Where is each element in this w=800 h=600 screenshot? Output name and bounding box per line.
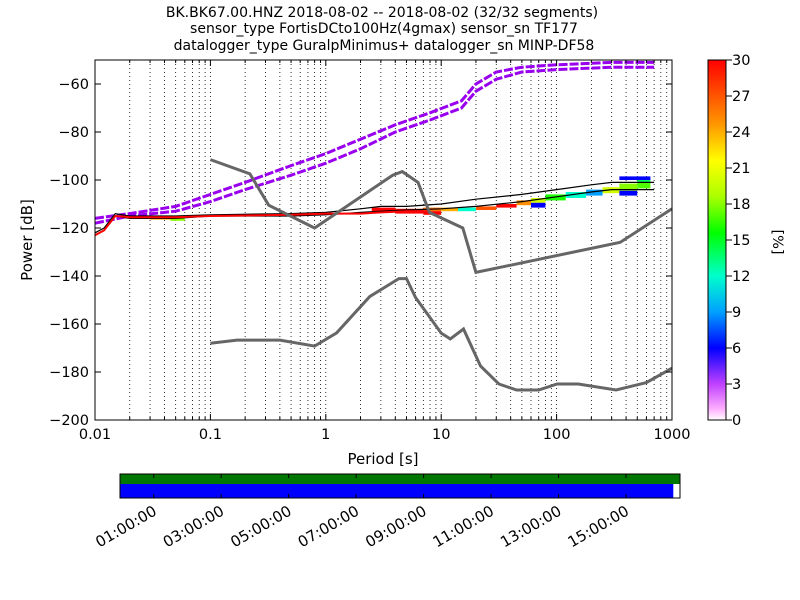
psd-heat-cell bbox=[586, 189, 603, 196]
colorbar-gradient bbox=[707, 59, 727, 421]
colorbar-tick-label: 27 bbox=[732, 89, 750, 105]
x-tick-label: 0.01 bbox=[79, 427, 111, 443]
psd-heat-cell bbox=[619, 190, 638, 196]
psd-trace bbox=[94, 60, 655, 220]
psd-trace bbox=[94, 65, 655, 225]
coverage-time-label: 03:00:00 bbox=[160, 502, 227, 551]
title-line-3: datalogger_type GuralpMinimus+ datalogge… bbox=[174, 38, 595, 54]
y-tick-label: −140 bbox=[49, 269, 89, 285]
colorbar-tick-label: 21 bbox=[732, 161, 750, 177]
psd-heat-cell bbox=[371, 207, 396, 212]
coverage-time-label: 07:00:00 bbox=[295, 502, 362, 551]
y-tick-label: −160 bbox=[49, 317, 89, 333]
title-line-2: sensor_type FortisDCto100Hz(4gmax) senso… bbox=[190, 21, 578, 37]
x-tick-label: 10 bbox=[432, 427, 450, 443]
colorbar-tick-label: 6 bbox=[732, 341, 741, 357]
psd-heat-cell bbox=[530, 202, 546, 208]
colorbar-tick-label: 24 bbox=[732, 125, 750, 141]
coverage-time-label: 15:00:00 bbox=[565, 502, 632, 551]
coverage-used-bar bbox=[120, 474, 680, 484]
colorbar-tick-label: 15 bbox=[732, 233, 750, 249]
x-tick-label: 1 bbox=[321, 427, 330, 443]
grid-lines bbox=[129, 60, 668, 420]
psd-heat-cell bbox=[530, 198, 546, 203]
psd-heat-cell bbox=[441, 207, 459, 212]
x-axis-ticks: 0.01 0.1 1 10 100 1000 bbox=[79, 60, 691, 443]
colorbar: 0 3 6 9 12 15 18 21 24 27 30 [%] bbox=[707, 53, 785, 429]
y-tick-label: −180 bbox=[49, 365, 89, 381]
psd-heat-cell bbox=[565, 192, 587, 198]
x-tick-label: 100 bbox=[543, 427, 571, 443]
psd-heat-cell bbox=[619, 176, 651, 180]
title-line-1: BK.BK67.00.HNZ 2018-08-02 -- 2018-08-02 … bbox=[166, 5, 598, 21]
colorbar-tick-label: 3 bbox=[732, 377, 741, 393]
coverage-frame bbox=[119, 473, 681, 499]
colorbar-tick-label: 0 bbox=[732, 413, 741, 429]
plot-background bbox=[95, 60, 672, 420]
psd-heat-cell bbox=[637, 182, 651, 189]
x-tick-label: 0.1 bbox=[199, 427, 222, 443]
psd-heat-cell bbox=[170, 218, 185, 221]
colorbar-tick-label: 18 bbox=[732, 197, 750, 213]
coverage-time-label: 01:00:00 bbox=[92, 502, 159, 551]
y-tick-label: −60 bbox=[58, 77, 89, 93]
y-tick-label: −120 bbox=[49, 221, 89, 237]
y-axis-title: Power [dB] bbox=[18, 199, 36, 281]
colorbar-tick-label: 9 bbox=[732, 305, 741, 321]
psd-trace bbox=[94, 181, 655, 234]
y-axis-ticks: −200 −180 −160 −140 −120 −100 −80 −60 bbox=[49, 77, 672, 429]
colorbar-tick-label: 12 bbox=[732, 269, 750, 285]
y-tick-label: −200 bbox=[49, 413, 89, 429]
coverage-time-label: 13:00:00 bbox=[497, 502, 564, 551]
y-tick-label: −80 bbox=[58, 125, 89, 141]
plot-area: 0.01 0.1 1 10 100 1000 −200 −180 −160 −140 −120 −1… bbox=[49, 59, 691, 443]
psd-heat-cell bbox=[516, 200, 531, 206]
chart-title: BK.BK67.00.HNZ 2018-08-02 -- 2018-08-02 … bbox=[166, 5, 598, 54]
plot-frame bbox=[94, 59, 673, 421]
coverage-time-label: 11:00:00 bbox=[430, 502, 497, 551]
colorbar-tick-label: 30 bbox=[732, 53, 750, 69]
x-axis-title: Period [s] bbox=[347, 450, 418, 468]
coverage-data-bar bbox=[120, 484, 674, 498]
colorbar-title: [%] bbox=[769, 229, 785, 254]
psd-trace bbox=[94, 210, 430, 237]
coverage-time-label: 05:00:00 bbox=[227, 502, 294, 551]
psd-heat-cell bbox=[458, 207, 476, 212]
coverage-time-label: 09:00:00 bbox=[362, 502, 429, 551]
y-tick-label: −100 bbox=[49, 173, 89, 189]
noise-models bbox=[209, 158, 673, 392]
x-tick-label: 1000 bbox=[654, 427, 691, 443]
psd-heat-cell bbox=[496, 204, 517, 208]
data-coverage-strip: 01:00:00 03:00:00 05:00:00 07:00:00 09:00:00… bbox=[92, 473, 681, 551]
psd-heat-cell bbox=[619, 183, 638, 191]
psd-traces bbox=[94, 60, 655, 237]
new-low-noise-model-line bbox=[209, 158, 673, 275]
psd-heat-cell bbox=[475, 206, 497, 210]
new-high-noise-model-line bbox=[210, 277, 673, 392]
colorbar-ticks: 0 3 6 9 12 15 18 21 24 27 30 bbox=[726, 53, 750, 429]
